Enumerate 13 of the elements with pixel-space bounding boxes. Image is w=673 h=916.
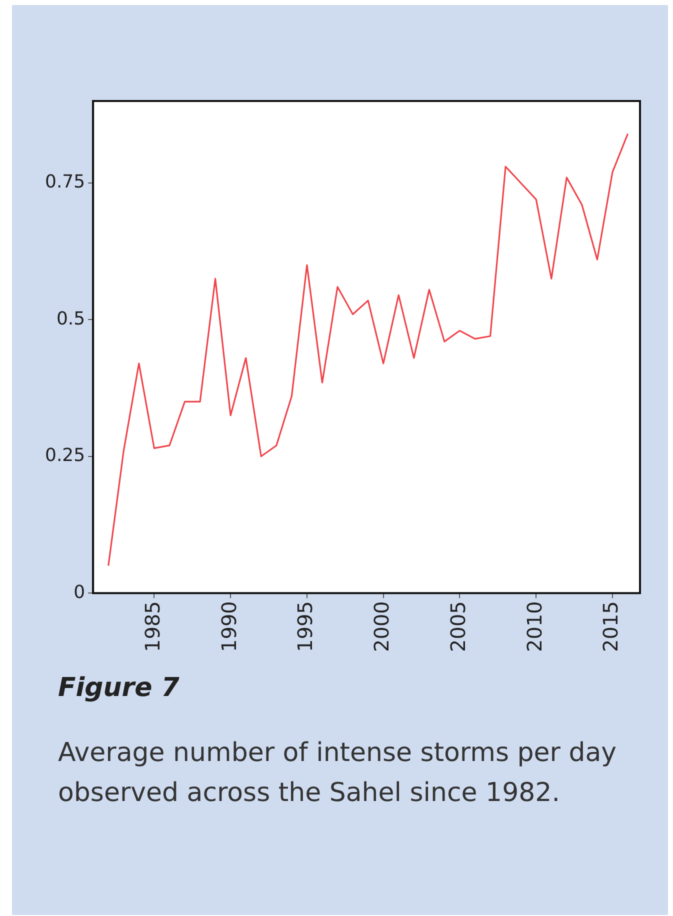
x-tick-label: 2015 — [598, 601, 623, 652]
x-tick-label: 2000 — [370, 601, 394, 652]
x-tick-label: 1990 — [216, 601, 241, 652]
y-tick-label: 0.25 — [45, 445, 86, 466]
x-tick-label: 2005 — [446, 601, 470, 652]
x-tick-label: 1985 — [140, 601, 164, 652]
text: Average number of intense storms per day observed across the Sahel since 1982. — [58, 737, 618, 810]
y-tick-label: 0.5 — [56, 308, 86, 330]
y-tick-label: 0.75 — [45, 172, 86, 193]
x-tick-label: 1995 — [293, 601, 318, 652]
text: Figure 7 — [58, 673, 180, 703]
x-tick-label: 2010 — [522, 601, 546, 652]
y-tick-label: 0 — [74, 582, 86, 603]
